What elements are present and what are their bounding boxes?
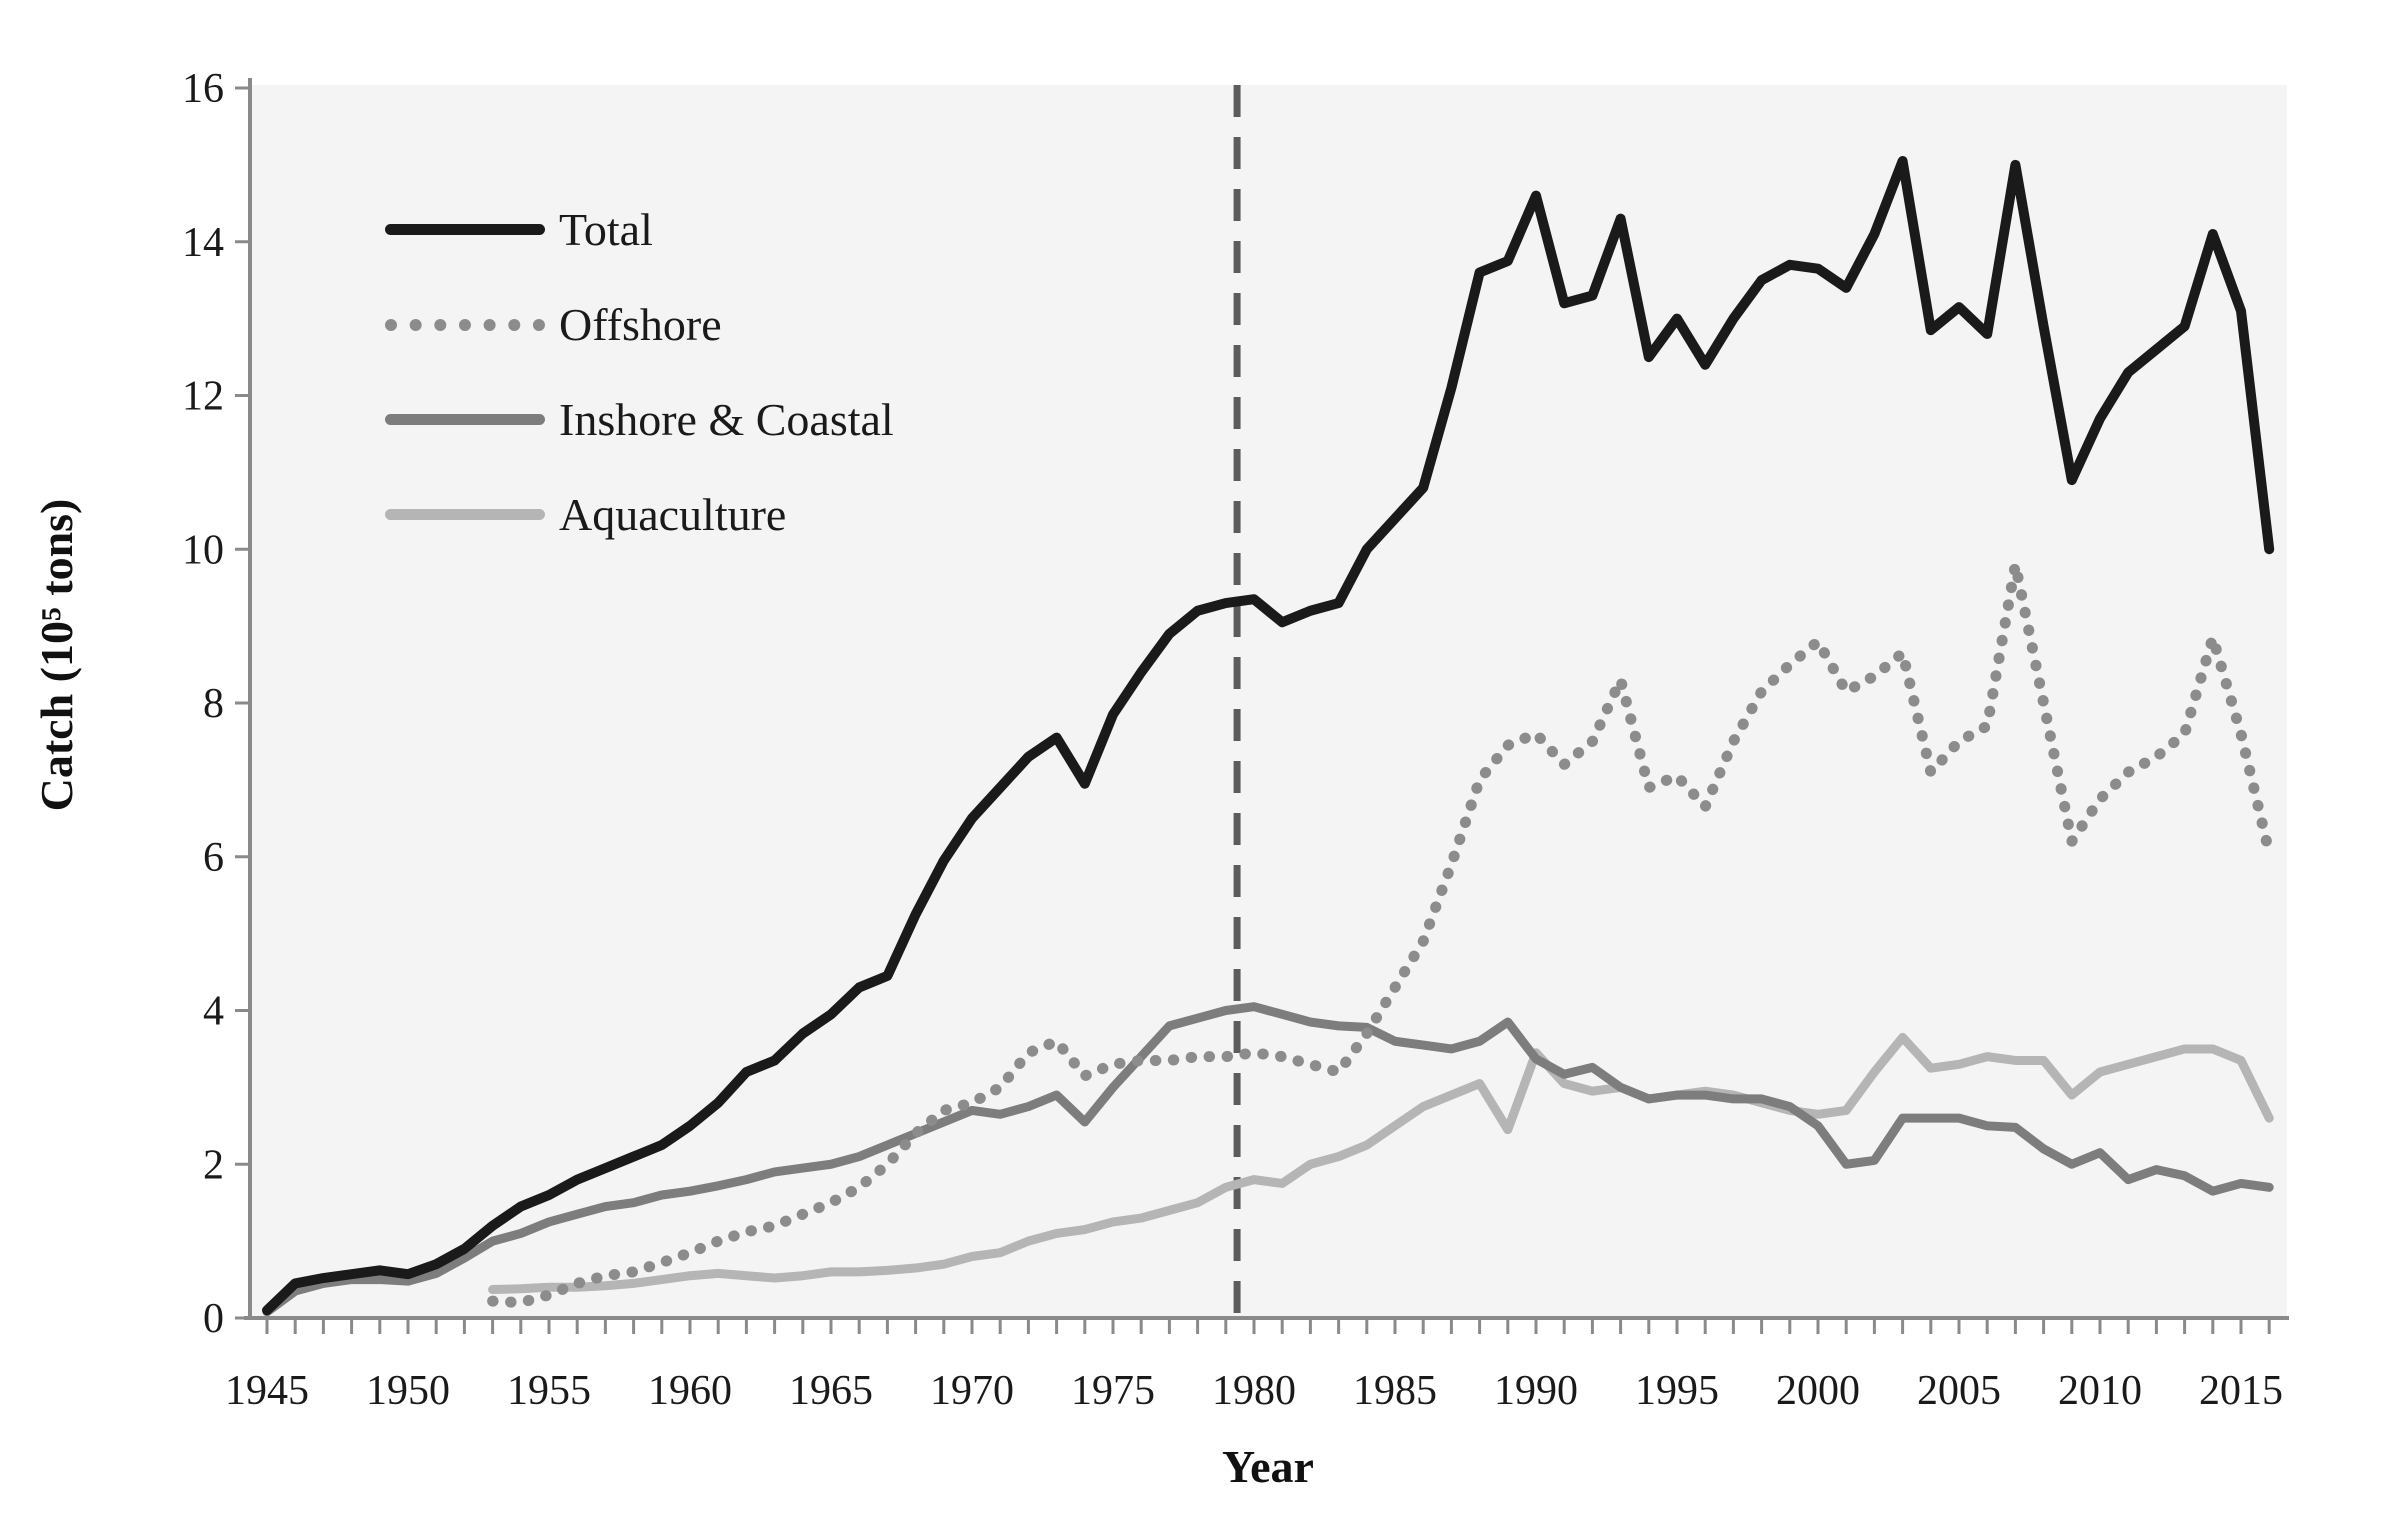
legend-item-aquaculture: Aquaculture bbox=[385, 467, 894, 562]
x-tick-label-1960: 1960 bbox=[648, 1368, 732, 1414]
x-tick-label-1980: 1980 bbox=[1212, 1368, 1296, 1414]
legend-line-sample-aquaculture bbox=[385, 509, 545, 520]
x-tick-label-1990: 1990 bbox=[1494, 1368, 1578, 1414]
y-tick-label-6: 6 bbox=[203, 835, 224, 881]
x-tick-label-1970: 1970 bbox=[930, 1368, 1014, 1414]
legend-label-total: Total bbox=[559, 203, 653, 255]
tick-labels: 0 2 4 6 8 10 12 14 16 1945 1950 1955 1960 1965 1970 197… bbox=[182, 66, 2283, 1414]
x-tick-label-2005: 2005 bbox=[1917, 1368, 2001, 1414]
plot-background bbox=[252, 85, 2287, 1318]
legend-item-total: Total bbox=[385, 182, 894, 277]
legend-item-offshore: Offshore bbox=[385, 277, 894, 372]
series-line-inshore-coastal bbox=[262, 1002, 2274, 1317]
legend-label-offshore: Offshore bbox=[559, 298, 722, 350]
legend-line-sample-offshore bbox=[385, 318, 545, 331]
y-tick-label-4: 4 bbox=[203, 989, 224, 1035]
x-tick-label-1975: 1975 bbox=[1071, 1368, 1155, 1414]
series-line-aquaculture bbox=[488, 1032, 2274, 1295]
legend-item-inshore-coastal: Inshore & Coastal bbox=[385, 372, 894, 467]
x-tick-label-1965: 1965 bbox=[789, 1368, 873, 1414]
x-tick-label-1950: 1950 bbox=[366, 1368, 450, 1414]
series-line-total bbox=[262, 156, 2275, 1316]
y-tick-label-0: 0 bbox=[203, 1296, 224, 1342]
x-tick-label-1985: 1985 bbox=[1353, 1368, 1437, 1414]
y-tick-label-10: 10 bbox=[182, 527, 224, 573]
x-tick-label-1995: 1995 bbox=[1635, 1368, 1719, 1414]
x-tick-label-2015: 2015 bbox=[2199, 1368, 2283, 1414]
legend-line-sample-inshore-coastal bbox=[385, 414, 545, 425]
y-tick-label-2: 2 bbox=[203, 1142, 224, 1188]
x-tick-label-1955: 1955 bbox=[507, 1368, 591, 1414]
legend-label-aquaculture: Aquaculture bbox=[559, 488, 787, 540]
y-axis-title: Catch (10⁵ tons) bbox=[31, 499, 82, 812]
legend-line-sample-total bbox=[385, 224, 545, 235]
y-tick-label-16: 16 bbox=[182, 66, 224, 112]
x-tick-label-2000: 2000 bbox=[1776, 1368, 1860, 1414]
data-series-lines bbox=[262, 156, 2275, 1317]
y-tick-label-8: 8 bbox=[203, 681, 224, 727]
legend: Total Offshore Inshore & Coastal Aquacul… bbox=[385, 182, 894, 562]
x-axis-title: Year bbox=[1222, 1441, 1314, 1492]
x-tick-label-2010: 2010 bbox=[2058, 1368, 2142, 1414]
legend-label-inshore-coastal: Inshore & Coastal bbox=[559, 393, 894, 445]
series-line-offshore bbox=[487, 559, 2275, 1309]
y-tick-label-12: 12 bbox=[182, 374, 224, 420]
x-tick-label-1945: 1945 bbox=[225, 1368, 309, 1414]
axes-and-ticks bbox=[235, 78, 2289, 1334]
y-tick-label-14: 14 bbox=[182, 220, 224, 266]
